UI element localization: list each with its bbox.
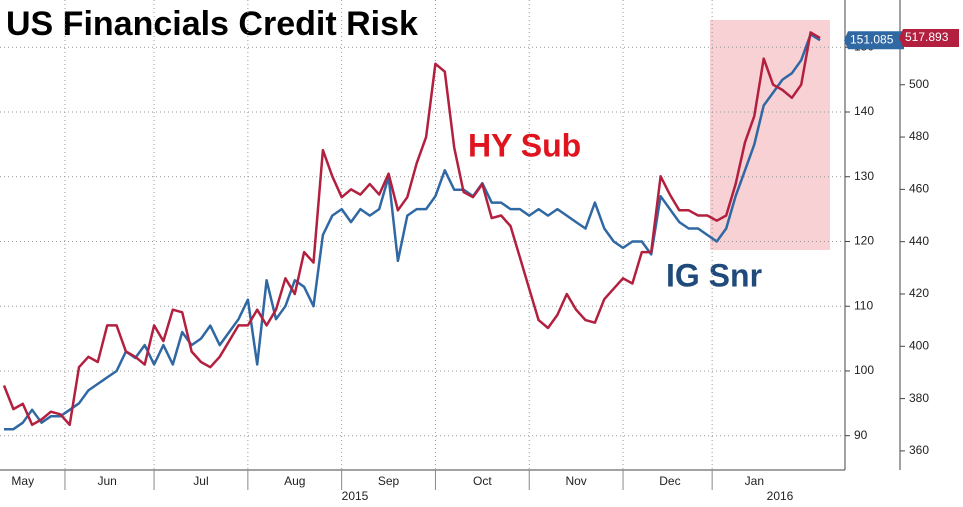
y-tick-label: 120: [854, 234, 874, 248]
y2-tick-label: 380: [909, 391, 929, 405]
y2-tick-label: 460: [909, 182, 929, 196]
x-tick-label: Nov: [565, 474, 586, 488]
x-tick-label: Oct: [473, 474, 492, 488]
y2-tick-label: 360: [909, 443, 929, 457]
line: [2, 31, 821, 427]
x-tick-label: Dec: [659, 474, 680, 488]
y2-tick-label: 500: [909, 77, 929, 91]
year-label: 2015: [342, 489, 369, 503]
x-tick-label: Sep: [378, 474, 400, 488]
y2-tick-label: 420: [909, 286, 929, 300]
end-label: 517.893: [905, 30, 949, 44]
y-tick-label: 100: [854, 363, 874, 377]
x-tick-label: Jan: [745, 474, 764, 488]
y-tick-label: 140: [854, 104, 874, 118]
y-tick-label: 130: [854, 169, 874, 183]
end-label-box: [844, 31, 904, 50]
x-tick-label: May: [11, 474, 34, 488]
x-tick-label: Jun: [97, 474, 116, 488]
x-tick-label: Aug: [284, 474, 305, 488]
y-tick-label: 90: [854, 428, 868, 442]
y2-tick-label: 400: [909, 338, 929, 352]
year-label: 2016: [767, 489, 794, 503]
line: [4, 33, 821, 431]
annotation: IG Snr: [666, 257, 762, 293]
chart-title: US Financials Credit Risk: [6, 5, 418, 43]
end-label-box: [899, 28, 959, 47]
x-tick-label: Jul: [193, 474, 208, 488]
annotation: HY Sub: [468, 127, 581, 163]
y2-tick-label: 440: [909, 234, 929, 248]
end-label: 151.085: [850, 32, 894, 46]
highlight-box: [710, 20, 830, 250]
y2-tick-label: 480: [909, 129, 929, 143]
y-tick-label: 110: [854, 298, 873, 312]
